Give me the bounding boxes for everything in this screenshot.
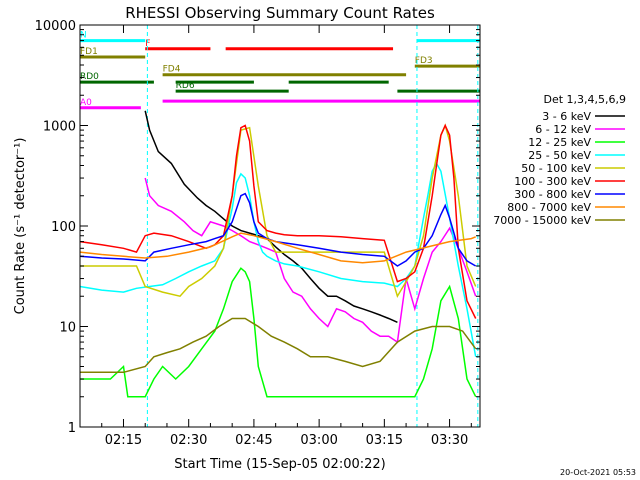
series-line-8 — [80, 317, 477, 374]
legend-title: Det 1,3,4,5,6,9 — [543, 93, 626, 106]
legend-label: 7000 - 15000 keV — [493, 214, 591, 227]
legend-label: 25 - 50 keV — [528, 149, 591, 162]
flag-label-a0: A0 — [80, 98, 92, 108]
flag-label-fd3: FD3 — [415, 56, 433, 66]
x-tick-label: 02:30 — [170, 433, 207, 448]
legend-label: 300 - 800 keV — [514, 188, 591, 201]
x-tick-label: 02:15 — [105, 433, 142, 448]
y-tick-label: 10 — [59, 321, 76, 336]
series-line-1 — [144, 177, 477, 344]
y-axis: 1 10 100 1000 10000 — [35, 19, 480, 436]
legend-label: 50 - 100 keV — [521, 162, 591, 175]
y-tick-label: 1 — [68, 421, 76, 436]
x-axis: 02:15 02:30 02:45 03:00 03:15 03:30 — [101, 25, 472, 448]
legend-label: 100 - 300 keV — [514, 175, 591, 188]
y-tick-label: 10000 — [35, 19, 76, 34]
y-tick-label: 1000 — [43, 120, 76, 135]
y-tick-label: 100 — [51, 220, 76, 235]
legend-label: 12 - 25 keV — [528, 136, 591, 149]
flag-label-fd4: FD4 — [163, 65, 181, 75]
x-tick-label: 02:45 — [235, 433, 272, 448]
series-line-7 — [79, 232, 476, 264]
flag-label-f: F — [145, 39, 150, 49]
series-lines — [79, 110, 477, 398]
legend-label: 3 - 6 keV — [542, 110, 591, 123]
series-line-2 — [80, 267, 477, 398]
flag-label-rd0: RD0 — [80, 72, 99, 82]
x-tick-label: 03:00 — [300, 433, 337, 448]
flag-label-fd1: FD1 — [80, 47, 98, 57]
x-tick-label: 03:15 — [366, 433, 403, 448]
series-line-3 — [79, 161, 477, 357]
legend-label: 6 - 12 keV — [535, 123, 591, 136]
x-axis-label: Start Time (15-Sep-05 02:00:22) — [174, 457, 385, 472]
chart-title: RHESSI Observing Summary Count Rates — [125, 4, 435, 22]
x-tick-label: 03:30 — [431, 433, 468, 448]
series-line-0 — [144, 110, 398, 323]
flag-label-rd6: RD6 — [176, 81, 195, 91]
footer-timestamp: 20-Oct-2021 05:53 — [560, 468, 636, 477]
observing-flags: N F FD1 FD3 FD4 RD0 RD6 A0 — [80, 25, 480, 427]
series-line-5 — [79, 123, 477, 319]
flag-label-n: N — [80, 31, 87, 41]
y-axis-label: Count Rate (s⁻¹ detector⁻¹) — [13, 138, 28, 315]
legend-label: 800 - 7000 keV — [507, 201, 591, 214]
